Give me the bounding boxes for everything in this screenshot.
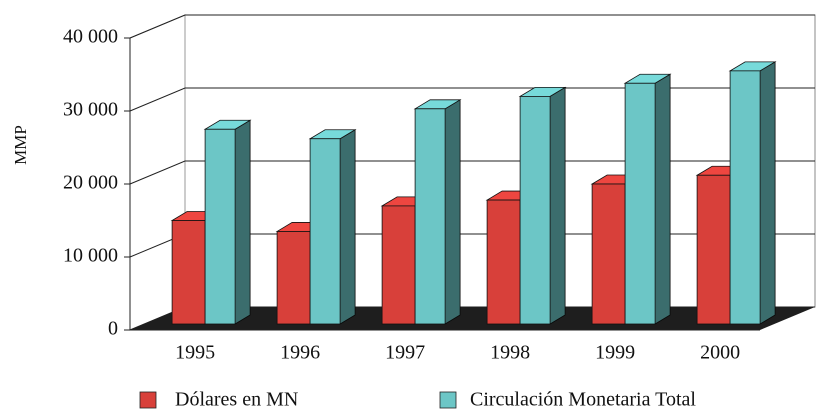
legend-swatch [139, 391, 157, 409]
y-tick-label: 40 000 [63, 26, 118, 48]
bar-side [234, 119, 251, 325]
legend-label: Dólares en MN [175, 389, 298, 411]
x-tick-label: 1999 [595, 342, 635, 364]
bar-front [519, 96, 551, 325]
grid-line [129, 160, 815, 185]
bar [518, 86, 567, 325]
y-tick-label: 20 000 [63, 172, 118, 194]
x-tick-label: 1995 [175, 342, 215, 364]
bar-front [204, 128, 236, 325]
bar-front [381, 205, 416, 325]
bar-side [549, 86, 566, 325]
bar [623, 73, 672, 325]
legend-swatch [439, 391, 457, 409]
bar [413, 99, 462, 325]
x-tick-label: 2000 [700, 342, 740, 364]
bar-front [276, 231, 311, 325]
bar-front [486, 199, 521, 325]
y-tick-label: 0 [108, 318, 118, 340]
bar-side [759, 61, 776, 325]
bar-side [444, 99, 461, 325]
grid-line [129, 14, 815, 39]
y-tick-label: 10 000 [63, 245, 118, 267]
bar [728, 61, 777, 325]
bar-front [696, 174, 731, 325]
legend-label: Circulación Monetaria Total [470, 389, 696, 411]
bar-front [729, 70, 761, 325]
bar [308, 129, 357, 325]
bar-front [591, 183, 626, 325]
bar-side [654, 73, 671, 325]
x-tick-label: 1996 [280, 342, 320, 364]
bar-side [339, 129, 356, 325]
bar-front [171, 220, 206, 325]
y-tick-label: 30 000 [63, 99, 118, 121]
x-tick-label: 1997 [385, 342, 425, 364]
bar [203, 119, 252, 325]
bar-front [309, 138, 341, 325]
grid-line [129, 87, 815, 112]
bar-front [414, 108, 446, 325]
x-tick-label: 1998 [490, 342, 530, 364]
y-axis-label: MMP [11, 125, 30, 165]
bar-front [624, 82, 656, 325]
